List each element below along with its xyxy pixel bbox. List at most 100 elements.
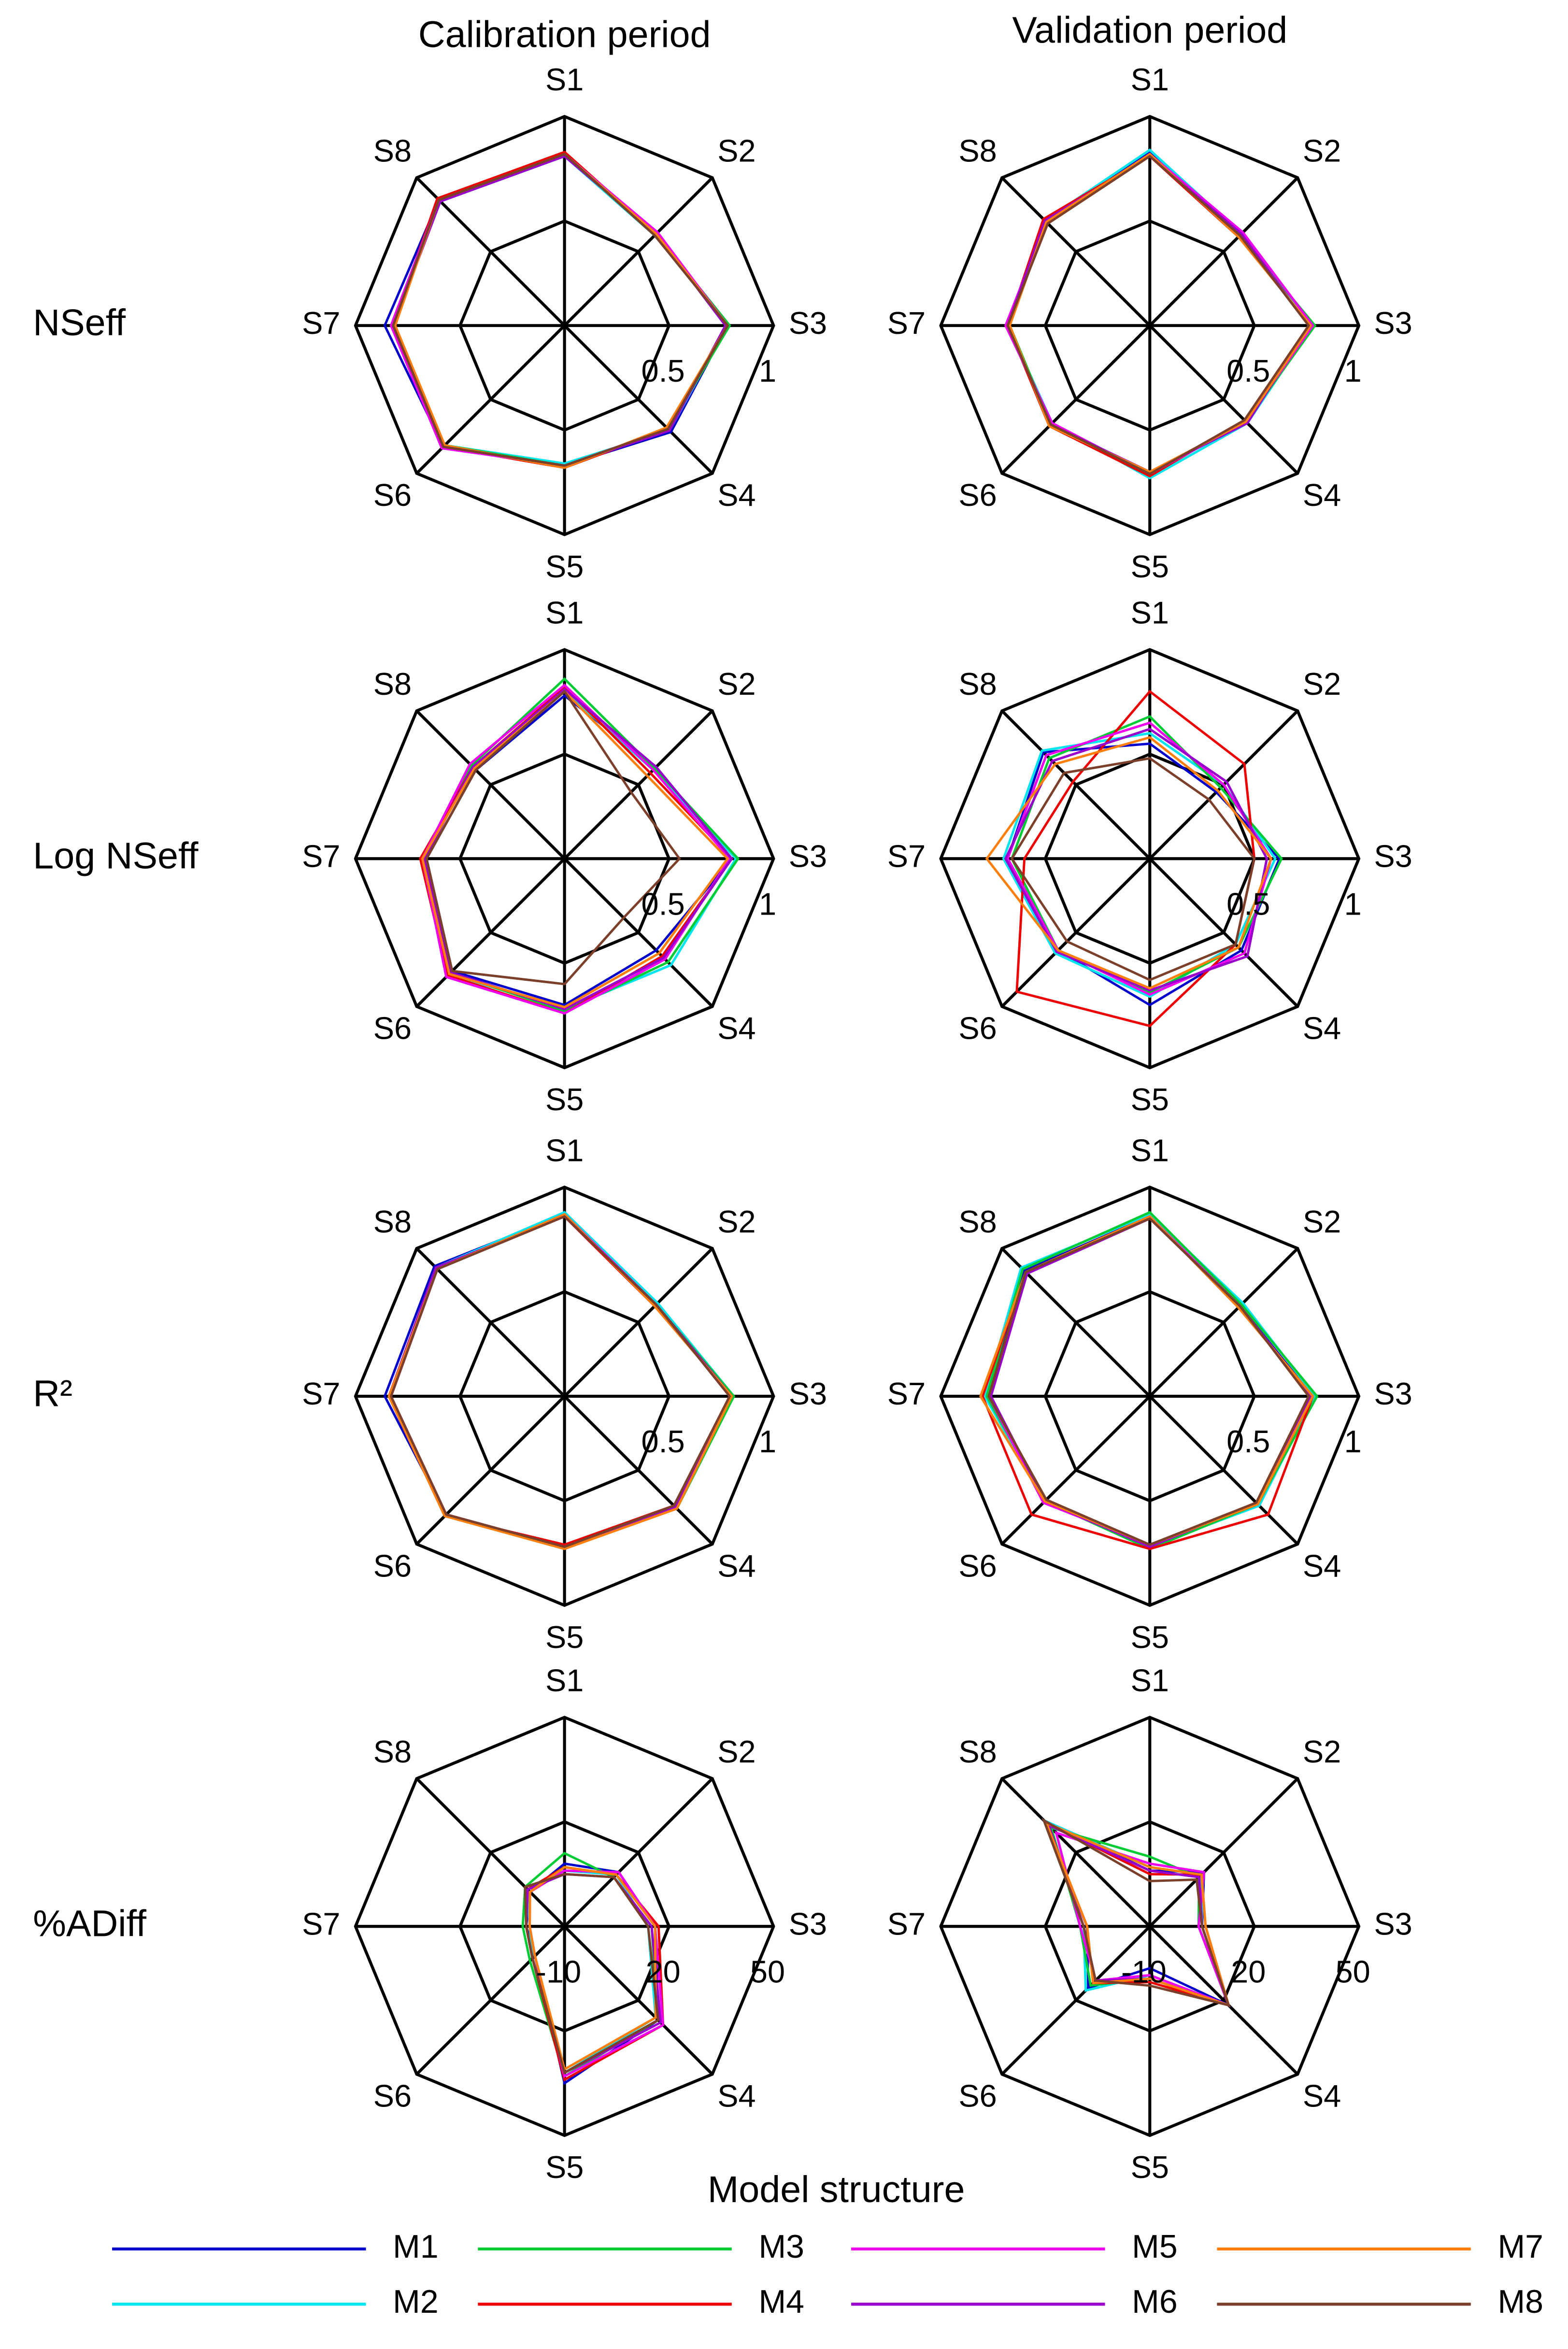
- axis-label: S7: [887, 1906, 926, 1941]
- axis-label: S4: [1303, 2078, 1341, 2114]
- axis-label: S6: [958, 1011, 997, 1046]
- axis-label: S2: [1303, 666, 1341, 702]
- axis-label: S5: [1131, 549, 1169, 584]
- axis-label: S4: [1303, 1011, 1341, 1046]
- series-line: [987, 1217, 1311, 1546]
- legend-title: Model structure: [708, 2169, 965, 2210]
- tick-label: 20: [646, 1954, 681, 1989]
- axis-spoke: [415, 1247, 566, 1398]
- series-line: [1006, 721, 1272, 996]
- row-title: NSeff: [33, 302, 126, 344]
- axis-label: S4: [1303, 1548, 1341, 1583]
- tick-label: 0.5: [1226, 886, 1270, 921]
- series-line: [1015, 689, 1256, 1028]
- axis-label: S6: [373, 1548, 412, 1583]
- tick-label: 1: [759, 353, 776, 388]
- legend-label: M7: [1497, 2228, 1543, 2265]
- axis-spoke: [563, 1247, 713, 1398]
- axis-label: S3: [789, 1906, 827, 1941]
- row-title: %ADiff: [33, 1903, 146, 1945]
- tick-label: 1: [1344, 353, 1362, 388]
- axis-label: S4: [717, 2078, 755, 2114]
- axis-label: S8: [373, 1204, 412, 1239]
- axis-spoke: [563, 1925, 713, 2076]
- axis-label: S5: [545, 1619, 584, 1655]
- axis-label: S3: [789, 1376, 827, 1411]
- axis-label: S5: [1131, 1082, 1169, 1117]
- axis-spoke: [1149, 1925, 1299, 2076]
- tick-label: 0.5: [1226, 1424, 1270, 1459]
- tick-label: 1: [759, 1424, 776, 1459]
- axis-label: S8: [958, 1204, 997, 1239]
- axis-spoke: [1001, 176, 1151, 327]
- axis-label: S5: [545, 1082, 584, 1117]
- axis-label: S7: [302, 1906, 340, 1941]
- axis-label: S6: [958, 2078, 997, 2114]
- tick-label: -10: [1121, 1954, 1167, 1989]
- series-line: [421, 683, 731, 1015]
- axis-label: S8: [373, 1734, 412, 1769]
- axis-spoke: [415, 176, 566, 327]
- axis-label: S3: [1374, 1376, 1412, 1411]
- axis-spoke: [1149, 1395, 1299, 1546]
- axis-label: S1: [1131, 1663, 1169, 1698]
- axis-label: S8: [373, 666, 412, 702]
- axis-label: S1: [1131, 595, 1169, 630]
- row-title: Log NSeff: [33, 835, 199, 877]
- axis-spoke: [563, 858, 713, 1008]
- axis-label: S2: [717, 133, 755, 169]
- axis-label: S2: [717, 1734, 755, 1769]
- axis-label: S3: [1374, 305, 1412, 341]
- axis-label: S2: [717, 1204, 755, 1239]
- axis-label: S4: [717, 1011, 755, 1046]
- axis-label: S1: [545, 1663, 584, 1698]
- axis-label: S4: [717, 477, 755, 513]
- axis-spoke: [563, 1777, 713, 1928]
- axis-label: S2: [1303, 1204, 1341, 1239]
- axis-label: S8: [373, 133, 412, 169]
- legend-label: M6: [1132, 2283, 1177, 2320]
- legend-label: M3: [758, 2228, 804, 2265]
- tick-label: 0.5: [1226, 353, 1270, 388]
- tick-label: 50: [1336, 1954, 1370, 1989]
- axis-label: S1: [545, 595, 584, 630]
- axis-spoke: [1001, 1395, 1151, 1546]
- axis-spoke: [563, 1395, 713, 1546]
- axis-label: S3: [1374, 838, 1412, 874]
- series-line: [421, 689, 729, 1009]
- axis-spoke: [563, 324, 713, 474]
- tick-label: 20: [1231, 1954, 1266, 1989]
- column-title: Calibration period: [418, 14, 711, 56]
- series-line: [524, 1873, 660, 2075]
- axis-spoke: [563, 176, 713, 327]
- axis-label: S7: [302, 1376, 340, 1411]
- tick-label: 50: [750, 1954, 785, 1989]
- axis-spoke: [1001, 858, 1151, 1008]
- axis-label: S2: [1303, 1734, 1341, 1769]
- axis-spoke: [415, 1777, 566, 1928]
- tick-label: 1: [759, 886, 776, 921]
- legend-label: M2: [393, 2283, 438, 2320]
- row-title: R²: [33, 1373, 72, 1414]
- series-line: [392, 153, 729, 467]
- tick-label: -10: [536, 1954, 581, 1989]
- legend-label: M5: [1132, 2228, 1177, 2265]
- series-line: [425, 689, 681, 986]
- axis-spoke: [1149, 1777, 1299, 1928]
- column-title: Validation period: [1012, 9, 1287, 51]
- axis-label: S2: [1303, 133, 1341, 169]
- axis-spoke: [563, 710, 713, 860]
- legend-label: M4: [758, 2283, 804, 2320]
- legend-label: M1: [393, 2228, 438, 2265]
- axis-label: S1: [545, 1132, 584, 1168]
- axis-label: S3: [1374, 1906, 1412, 1941]
- tick-label: 0.5: [641, 353, 685, 388]
- series-line: [985, 736, 1273, 990]
- series-line: [1041, 1818, 1231, 2007]
- axis-label: S7: [302, 838, 340, 874]
- axis-label: S6: [373, 1011, 412, 1046]
- series-line: [389, 1215, 731, 1548]
- axis-spoke: [1149, 858, 1299, 1008]
- series-line: [1004, 728, 1269, 992]
